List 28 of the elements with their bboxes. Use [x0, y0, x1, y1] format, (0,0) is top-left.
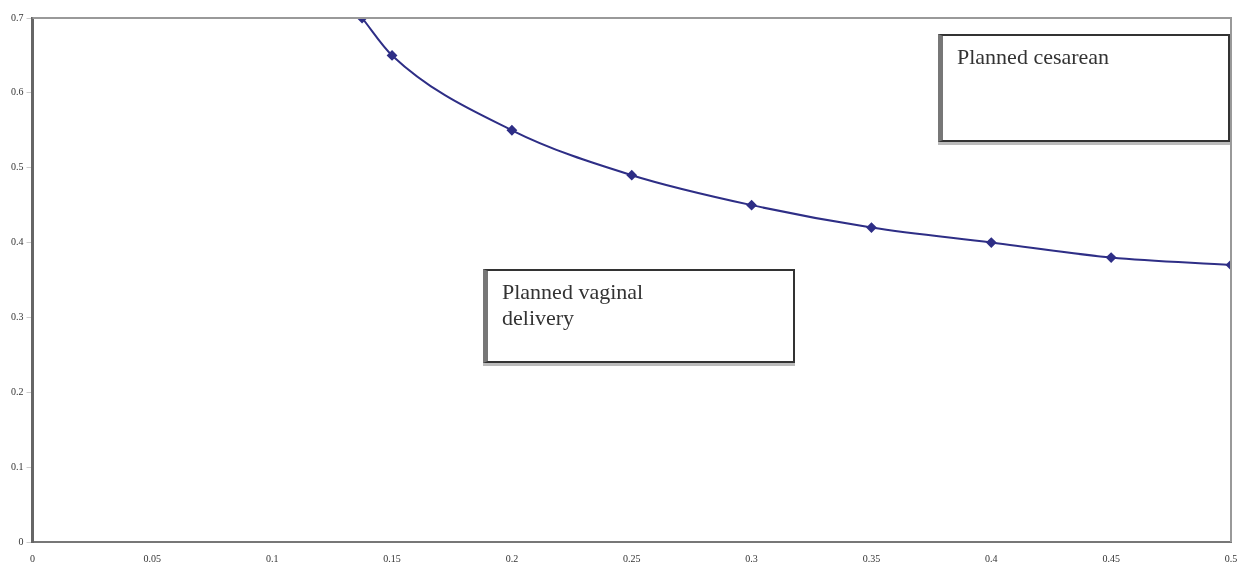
- y-tick-label: 0.4: [11, 236, 24, 248]
- point: [746, 200, 757, 211]
- y-tick-label: 0.1: [11, 460, 24, 472]
- point: [1106, 252, 1117, 263]
- y-tick-label: 0: [18, 535, 24, 547]
- text-box: Planned cesarean: [938, 34, 1230, 142]
- x-tick-label: 0.05: [143, 552, 162, 564]
- x-tick-label: 0.1: [265, 552, 279, 564]
- x-tick-label: 0.25: [623, 552, 641, 564]
- y-tick-label: 0.3: [11, 311, 24, 323]
- y-tick-label: 0.2: [11, 385, 24, 397]
- point: [866, 222, 877, 233]
- x-tick-label: 0.15: [383, 552, 401, 564]
- point: [387, 50, 398, 61]
- y-tick-label: 0.6: [11, 86, 24, 98]
- y-tick-label: 0.5: [11, 161, 24, 173]
- x-tick-label: 0.45: [1102, 552, 1120, 564]
- point: [986, 237, 997, 248]
- point: [626, 170, 637, 181]
- x-tick-label: 0.35: [862, 552, 881, 564]
- x-tick-label: 0.4: [985, 552, 998, 564]
- x-tick-label: 0.3: [745, 552, 758, 564]
- x-tick-label: 0.5: [1224, 552, 1238, 564]
- y-tick-label: 0.7: [11, 11, 24, 23]
- text-box: Planned vaginal delivery: [483, 269, 795, 363]
- x-tick-label: 0: [30, 552, 35, 564]
- x-tick-label: 0.2: [505, 552, 519, 564]
- point: [506, 125, 517, 136]
